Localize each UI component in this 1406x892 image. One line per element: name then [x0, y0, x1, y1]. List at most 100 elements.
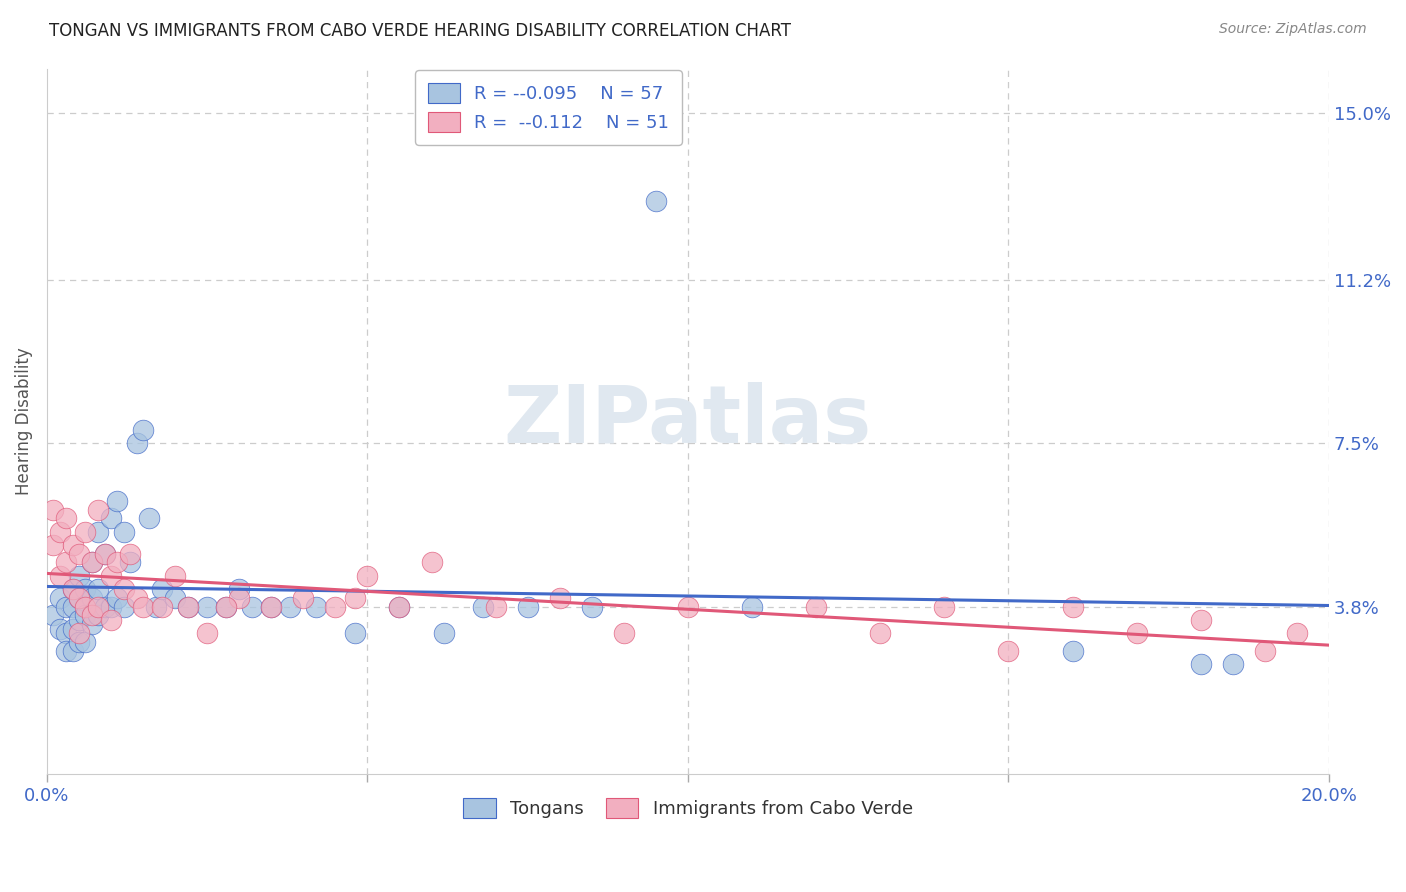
Point	[869, 626, 891, 640]
Point	[145, 599, 167, 614]
Point	[62, 582, 84, 596]
Point	[177, 599, 200, 614]
Point	[100, 511, 122, 525]
Point	[107, 493, 129, 508]
Point	[75, 599, 97, 614]
Point	[62, 643, 84, 657]
Point	[75, 524, 97, 539]
Point	[48, 524, 70, 539]
Point	[644, 194, 666, 208]
Point	[420, 556, 443, 570]
Point	[548, 591, 571, 605]
Point	[228, 591, 250, 605]
Point	[485, 599, 508, 614]
Point	[292, 591, 315, 605]
Point	[150, 582, 173, 596]
Point	[80, 608, 103, 623]
Point	[165, 568, 187, 582]
Point	[260, 599, 283, 614]
Point	[132, 599, 155, 614]
Point	[55, 599, 77, 614]
Point	[613, 626, 636, 640]
Point	[80, 556, 103, 570]
Point	[676, 599, 699, 614]
Point	[112, 582, 135, 596]
Point	[48, 622, 70, 636]
Point	[1062, 599, 1084, 614]
Point	[75, 608, 97, 623]
Point	[112, 599, 135, 614]
Point	[62, 582, 84, 596]
Point	[388, 599, 411, 614]
Point	[55, 511, 77, 525]
Point	[305, 599, 328, 614]
Point	[120, 547, 142, 561]
Point	[1254, 643, 1277, 657]
Point	[62, 599, 84, 614]
Point	[112, 524, 135, 539]
Point	[138, 511, 160, 525]
Text: ZIPatlas: ZIPatlas	[503, 383, 872, 460]
Point	[100, 568, 122, 582]
Point	[87, 502, 110, 516]
Point	[150, 599, 173, 614]
Point	[325, 599, 347, 614]
Point	[1125, 626, 1147, 640]
Point	[93, 547, 115, 561]
Point	[42, 538, 65, 552]
Point	[100, 613, 122, 627]
Point	[100, 599, 122, 614]
Point	[55, 626, 77, 640]
Point	[75, 582, 97, 596]
Point	[581, 599, 603, 614]
Point	[67, 568, 90, 582]
Point	[80, 591, 103, 605]
Point	[48, 591, 70, 605]
Point	[120, 556, 142, 570]
Point	[1062, 643, 1084, 657]
Text: Source: ZipAtlas.com: Source: ZipAtlas.com	[1219, 22, 1367, 37]
Point	[55, 556, 77, 570]
Point	[280, 599, 302, 614]
Point	[997, 643, 1019, 657]
Point	[107, 591, 129, 605]
Point	[55, 643, 77, 657]
Point	[228, 582, 250, 596]
Point	[343, 626, 366, 640]
Text: TONGAN VS IMMIGRANTS FROM CABO VERDE HEARING DISABILITY CORRELATION CHART: TONGAN VS IMMIGRANTS FROM CABO VERDE HEA…	[49, 22, 792, 40]
Point	[62, 622, 84, 636]
Point	[215, 599, 238, 614]
Point	[87, 582, 110, 596]
Y-axis label: Hearing Disability: Hearing Disability	[15, 348, 32, 495]
Point	[195, 626, 218, 640]
Point	[75, 635, 97, 649]
Point	[343, 591, 366, 605]
Point	[516, 599, 538, 614]
Point	[67, 591, 90, 605]
Point	[107, 556, 129, 570]
Point	[125, 591, 148, 605]
Point	[215, 599, 238, 614]
Point	[125, 436, 148, 450]
Point	[42, 502, 65, 516]
Point	[433, 626, 456, 640]
Point	[260, 599, 283, 614]
Point	[195, 599, 218, 614]
Point	[67, 635, 90, 649]
Point	[1285, 626, 1308, 640]
Point	[48, 568, 70, 582]
Point	[67, 626, 90, 640]
Point	[93, 599, 115, 614]
Point	[240, 599, 263, 614]
Point	[1222, 657, 1244, 671]
Point	[42, 608, 65, 623]
Legend: Tongans, Immigrants from Cabo Verde: Tongans, Immigrants from Cabo Verde	[456, 790, 920, 825]
Point	[80, 556, 103, 570]
Point	[356, 568, 378, 582]
Point	[934, 599, 956, 614]
Point	[388, 599, 411, 614]
Point	[67, 547, 90, 561]
Point	[471, 599, 494, 614]
Point	[1189, 657, 1212, 671]
Point	[62, 538, 84, 552]
